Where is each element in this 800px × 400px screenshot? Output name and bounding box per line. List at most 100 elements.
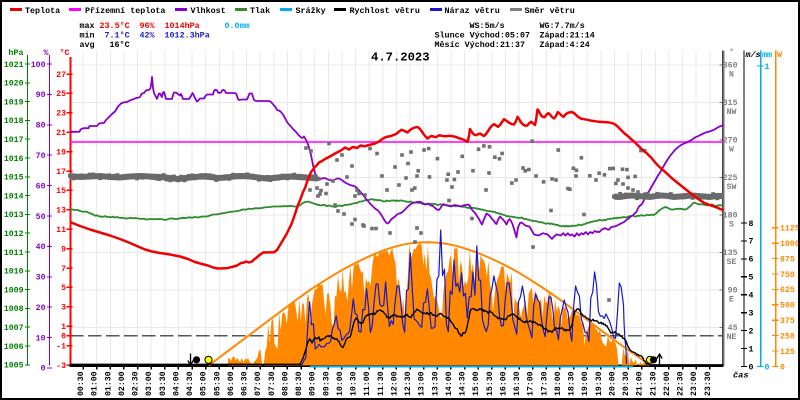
- svg-text:40: 40: [36, 243, 46, 252]
- svg-text:00:30: 00:30: [77, 371, 86, 396]
- svg-text:14:00: 14:00: [445, 371, 454, 396]
- svg-text:5: 5: [749, 274, 754, 283]
- svg-text:18:30: 18:30: [568, 371, 577, 396]
- svg-text:-1: -1: [56, 342, 66, 351]
- svg-text:11:00: 11:00: [363, 371, 372, 396]
- svg-text:23:30: 23:30: [704, 371, 713, 396]
- svg-text:11:30: 11:30: [377, 371, 386, 396]
- svg-text:23: 23: [56, 110, 66, 119]
- svg-text:17: 17: [56, 168, 66, 177]
- svg-text:1000: 1000: [780, 240, 800, 249]
- svg-text:1012: 1012: [4, 230, 24, 239]
- svg-text:E: E: [729, 295, 734, 304]
- svg-text:SW: SW: [727, 183, 737, 192]
- svg-text:S: S: [729, 220, 734, 229]
- svg-text:Slunce Východ:05:07: Slunce Východ:05:07: [435, 31, 531, 41]
- svg-text:01:00: 01:00: [91, 371, 100, 396]
- svg-text:12:00: 12:00: [390, 371, 399, 396]
- svg-text:1: 1: [61, 323, 66, 332]
- svg-text:1013: 1013: [4, 211, 24, 220]
- svg-text:16:30: 16:30: [513, 371, 522, 396]
- svg-text:360: 360: [723, 62, 738, 71]
- svg-text:20: 20: [36, 304, 46, 313]
- svg-text:WS:5m/s: WS:5m/s: [470, 21, 505, 31]
- svg-text:Srážky: Srážky: [296, 6, 326, 16]
- svg-text:1: 1: [765, 63, 770, 72]
- svg-text:13:00: 13:00: [418, 371, 427, 396]
- svg-text:16:00: 16:00: [499, 371, 508, 396]
- svg-text:Západ:21:14: Západ:21:14: [540, 31, 595, 41]
- svg-text:750: 750: [780, 271, 795, 280]
- svg-text:100: 100: [31, 61, 46, 70]
- svg-text:08:30: 08:30: [295, 371, 304, 396]
- svg-text:1011: 1011: [4, 249, 24, 258]
- svg-text:06:30: 06:30: [241, 371, 250, 396]
- svg-text:1: 1: [749, 345, 754, 354]
- svg-text:21:00: 21:00: [636, 371, 645, 396]
- svg-text:01:30: 01:30: [104, 371, 113, 396]
- svg-text:7: 7: [749, 238, 754, 247]
- svg-text:1012.3hPa: 1012.3hPa: [165, 31, 210, 41]
- svg-text:07:00: 07:00: [254, 371, 263, 396]
- svg-text:1014: 1014: [4, 192, 24, 201]
- svg-text:1014hPa: 1014hPa: [165, 21, 200, 31]
- svg-text:06:00: 06:00: [227, 371, 236, 396]
- svg-text:19:00: 19:00: [581, 371, 590, 396]
- svg-text:1005: 1005: [4, 362, 24, 371]
- svg-text:12:30: 12:30: [404, 371, 413, 396]
- svg-text:96%: 96%: [140, 21, 156, 31]
- svg-text:°: °: [729, 48, 734, 58]
- svg-text:02:00: 02:00: [118, 371, 127, 396]
- svg-text:Rychlost větru: Rychlost větru: [350, 6, 420, 16]
- svg-text:22:30: 22:30: [677, 371, 686, 396]
- svg-text:1021: 1021: [4, 61, 24, 70]
- svg-text:25: 25: [56, 90, 66, 99]
- svg-text:NW: NW: [727, 108, 737, 117]
- svg-text:5: 5: [61, 284, 66, 293]
- svg-text:NE: NE: [727, 333, 737, 342]
- svg-text:Směr větru: Směr větru: [525, 6, 575, 16]
- svg-text:1015: 1015: [4, 174, 24, 183]
- svg-text:0: 0: [765, 363, 770, 372]
- svg-text:Západ:4:24: Západ:4:24: [540, 40, 590, 50]
- svg-text:30: 30: [36, 274, 46, 283]
- svg-text:04:30: 04:30: [186, 371, 195, 396]
- svg-text:0: 0: [749, 363, 754, 372]
- svg-text:09:30: 09:30: [322, 371, 331, 396]
- svg-text:m/s: m/s: [745, 50, 761, 60]
- svg-text:čas: čas: [733, 371, 748, 381]
- svg-text:9: 9: [61, 245, 66, 254]
- svg-text:500: 500: [780, 302, 795, 311]
- svg-text:avg: avg: [80, 40, 95, 50]
- svg-text:09:00: 09:00: [309, 371, 318, 396]
- svg-text:7: 7: [61, 265, 66, 274]
- svg-text:2: 2: [749, 327, 754, 336]
- svg-text:225: 225: [723, 174, 738, 183]
- svg-text:08:00: 08:00: [281, 371, 290, 396]
- svg-text:270: 270: [723, 137, 738, 146]
- svg-text:375: 375: [780, 317, 795, 326]
- svg-text:min: min: [80, 31, 95, 41]
- svg-text:10:00: 10:00: [336, 371, 345, 396]
- svg-text:1010: 1010: [4, 268, 24, 277]
- svg-text:Náraz větru: Náraz větru: [445, 6, 500, 16]
- svg-text:19:30: 19:30: [595, 371, 604, 396]
- svg-text:21: 21: [56, 129, 66, 138]
- svg-text:02:30: 02:30: [132, 371, 141, 396]
- svg-text:10: 10: [36, 334, 46, 343]
- svg-text:875: 875: [780, 255, 795, 264]
- svg-text:19: 19: [56, 148, 66, 157]
- svg-text:20:00: 20:00: [608, 371, 617, 396]
- svg-text:6: 6: [749, 256, 754, 265]
- svg-text:250: 250: [780, 332, 795, 341]
- svg-text:17:30: 17:30: [540, 371, 549, 396]
- svg-text:13:30: 13:30: [431, 371, 440, 396]
- svg-text:22:00: 22:00: [663, 371, 672, 396]
- svg-text:1016: 1016: [4, 155, 24, 164]
- svg-text:15:30: 15:30: [486, 371, 495, 396]
- svg-text:03:30: 03:30: [159, 371, 168, 396]
- svg-text:1007: 1007: [4, 324, 24, 333]
- svg-text:15: 15: [56, 187, 66, 196]
- svg-text:%: %: [43, 48, 49, 58]
- svg-text:Měsíc Východ:21:37: Měsíc Východ:21:37: [435, 40, 525, 50]
